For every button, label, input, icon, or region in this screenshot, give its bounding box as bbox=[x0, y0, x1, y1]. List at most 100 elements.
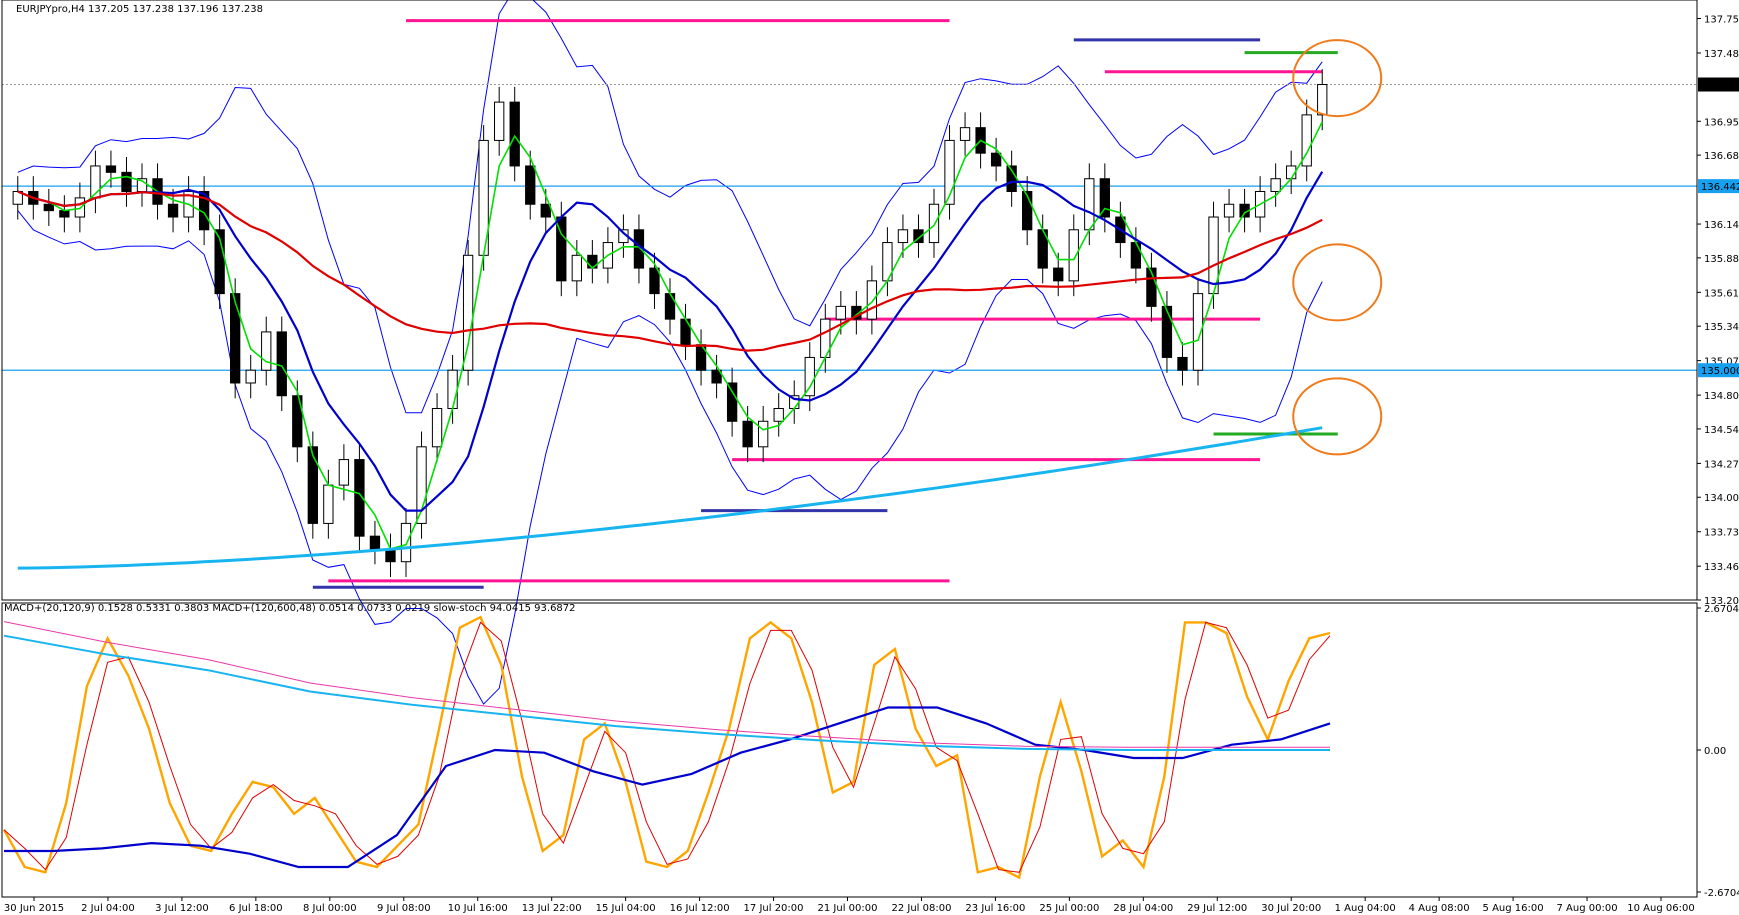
candle-body bbox=[400, 522, 412, 563]
candle-body bbox=[1084, 178, 1095, 231]
fast-ma-line bbox=[17, 121, 1323, 550]
price-tick-label: 135.075 bbox=[1704, 357, 1739, 368]
candle-body bbox=[276, 331, 287, 397]
horizontal-level-label: 136.442 bbox=[1701, 182, 1739, 193]
time-tick-label: 25 Jul 00:00 bbox=[1039, 903, 1099, 914]
candle-body bbox=[959, 127, 971, 141]
time-tick-label: 22 Jul 08:00 bbox=[891, 903, 951, 914]
time-tick-label: 17 Jul 20:00 bbox=[744, 903, 804, 914]
price-tick-label: 136.145 bbox=[1704, 220, 1739, 231]
time-tick-label: 28 Jul 04:00 bbox=[1113, 903, 1173, 914]
price-tick-label: 137.755 bbox=[1704, 15, 1739, 26]
price-tick-label: 133.465 bbox=[1704, 562, 1739, 573]
time-tick-label: 1 Aug 04:00 bbox=[1335, 903, 1396, 914]
candle-body bbox=[323, 484, 334, 524]
price-tick-label: 137.485 bbox=[1704, 49, 1739, 60]
candle-body bbox=[804, 356, 815, 397]
candle-body bbox=[1177, 356, 1188, 371]
horizontal-level-tag bbox=[1698, 179, 1739, 194]
candle-body bbox=[1223, 203, 1235, 218]
candle-body bbox=[509, 101, 520, 167]
highlight-circle bbox=[1292, 377, 1383, 456]
candle-body bbox=[121, 171, 132, 192]
candle-body bbox=[1192, 293, 1204, 371]
macd-slow-line bbox=[3, 634, 1330, 751]
candle-body bbox=[338, 459, 350, 486]
candle-body bbox=[261, 331, 272, 371]
chart-header: EURJPYpro,H4 137.205 137.238 137.196 137… bbox=[16, 4, 263, 15]
highlight-circle bbox=[1292, 243, 1383, 322]
candle-body bbox=[214, 229, 225, 295]
candle-body bbox=[494, 101, 505, 141]
candle-body bbox=[1022, 190, 1033, 231]
current-price-label: 137.238 bbox=[1701, 81, 1739, 92]
indicator-panel bbox=[2, 615, 1331, 880]
price-tick-label: 135.345 bbox=[1704, 322, 1739, 333]
candle-body bbox=[1270, 178, 1281, 192]
candle-body bbox=[354, 459, 365, 537]
time-tick-label: 21 Jul 00:00 bbox=[818, 903, 878, 914]
slow-ma-line bbox=[17, 190, 1323, 352]
candle-body bbox=[245, 369, 256, 384]
time-tick-label: 3 Jul 12:00 bbox=[155, 903, 209, 914]
candle-body bbox=[711, 369, 722, 384]
very-slow-ma-line bbox=[17, 426, 1323, 570]
indicator-tick-label: 0.00 bbox=[1704, 746, 1726, 757]
time-tick-label: 8 Jul 00:00 bbox=[303, 903, 357, 914]
candle-body bbox=[43, 203, 54, 212]
candle-body bbox=[540, 203, 551, 218]
candle-body bbox=[462, 254, 474, 371]
candle-body bbox=[431, 408, 443, 448]
candle-body bbox=[12, 190, 23, 205]
candle-body bbox=[726, 382, 738, 422]
candle-body bbox=[167, 203, 179, 218]
candle-body bbox=[292, 395, 303, 448]
time-tick-label: 4 Aug 08:00 bbox=[1409, 903, 1470, 914]
candle-body bbox=[525, 165, 536, 205]
time-tick-label: 13 Jul 22:00 bbox=[522, 903, 582, 914]
price-tick-label: 135.880 bbox=[1704, 254, 1739, 265]
time-tick-label: 5 Aug 16:00 bbox=[1483, 903, 1544, 914]
candle-body bbox=[990, 152, 1002, 167]
candle-body bbox=[1099, 178, 1110, 218]
highlight-circles bbox=[1292, 39, 1383, 456]
candle-body bbox=[897, 229, 909, 244]
time-tick-label: 23 Jul 16:00 bbox=[965, 903, 1025, 914]
indicator-plot-frame bbox=[1, 602, 1698, 898]
candle-body bbox=[1146, 267, 1157, 307]
candle-body bbox=[105, 165, 117, 173]
candle-body bbox=[1317, 84, 1328, 116]
candle-body bbox=[1068, 229, 1079, 282]
horizontal-level-label: 135.000 bbox=[1701, 366, 1739, 377]
candle-body bbox=[369, 535, 381, 550]
mid-ma-line bbox=[17, 171, 1324, 512]
time-tick-label: 10 Jul 16:00 bbox=[448, 903, 508, 914]
time-tick-label: 10 Aug 06:00 bbox=[1627, 903, 1694, 914]
candle-body bbox=[944, 139, 955, 205]
candle-body bbox=[928, 203, 940, 244]
time-tick-label: 15 Jul 04:00 bbox=[596, 903, 656, 914]
candle-body bbox=[773, 408, 784, 422]
candle-body bbox=[649, 267, 660, 295]
candle-body bbox=[447, 369, 458, 410]
price-tick-label: 135.610 bbox=[1704, 288, 1739, 299]
indicator-tick-label: -2.6704 bbox=[1704, 888, 1739, 899]
candle-body bbox=[1161, 305, 1173, 358]
time-tick-label: 2 Jul 04:00 bbox=[81, 903, 135, 914]
indicator-header: MACD+(20,120,9) 0.1528 0.5331 0.3803 MAC… bbox=[4, 603, 576, 614]
price-tick-label: 134.540 bbox=[1704, 425, 1739, 436]
candle-body bbox=[835, 305, 846, 320]
stoch-line bbox=[2, 615, 1331, 880]
candle-body bbox=[59, 210, 70, 218]
macd-fast-line bbox=[4, 706, 1331, 869]
price-tick-label: 134.270 bbox=[1704, 459, 1739, 470]
time-tick-label: 9 Jul 08:00 bbox=[377, 903, 431, 914]
candle-body bbox=[1053, 267, 1064, 282]
price-tick-label: 134.005 bbox=[1704, 493, 1739, 504]
price-tick-label: 134.805 bbox=[1704, 391, 1739, 402]
price-tick-label: 136.685 bbox=[1704, 151, 1739, 162]
stoch-signal-line bbox=[3, 621, 1331, 873]
highlight-circle bbox=[1292, 39, 1383, 118]
main-plot-frame bbox=[1, 0, 1698, 601]
